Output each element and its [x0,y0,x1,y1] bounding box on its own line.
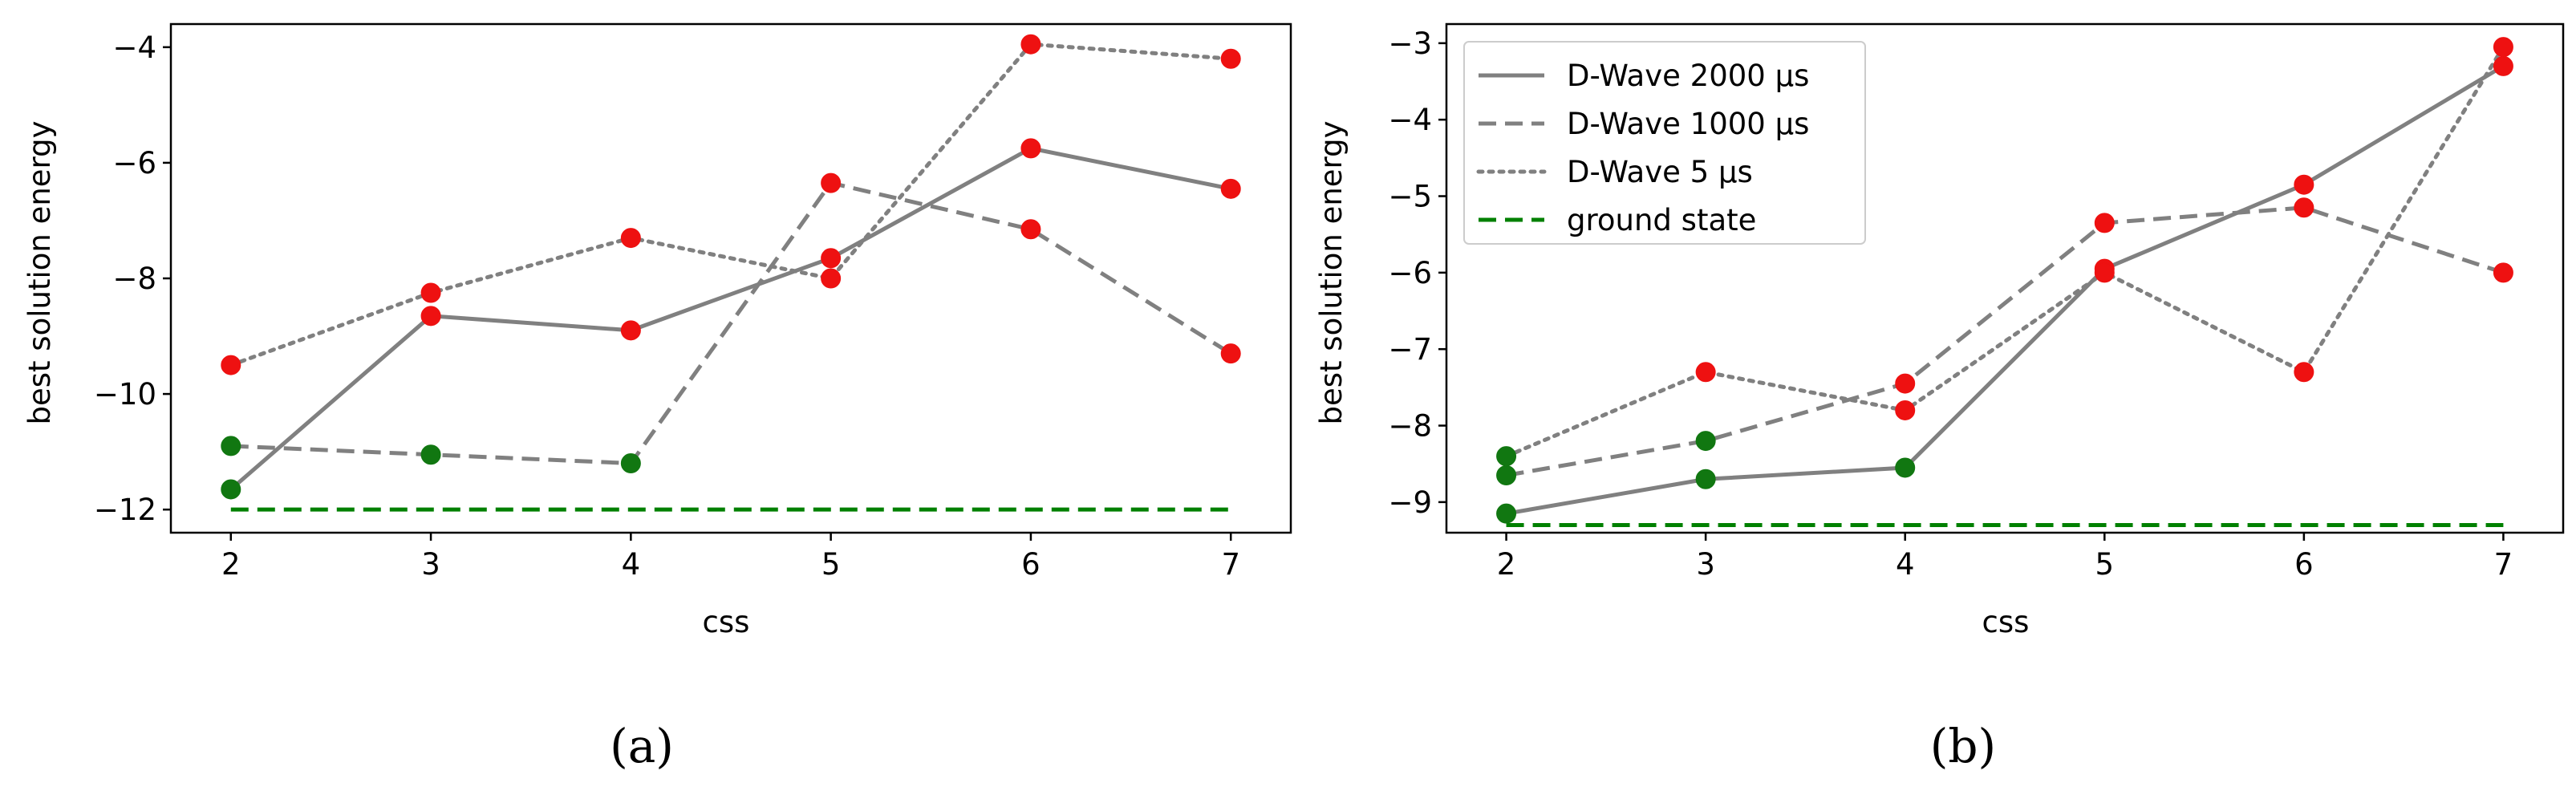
x-tick-label: 5 [2095,547,2115,582]
x-tick-label: 6 [2294,547,2314,582]
data-point-red [2094,262,2115,283]
data-point-red [1020,219,1041,240]
data-point-red [2294,362,2314,383]
data-point-red [2294,174,2314,195]
x-tick-label: 3 [1696,547,1715,582]
data-point-green [1695,431,1716,452]
data-point-red [1895,400,1916,420]
data-point-green [1496,464,1517,485]
series-line-solid [1506,64,2505,516]
y-tick-label: −10 [94,377,156,412]
data-point-red [420,306,441,327]
data-point-red [1220,178,1241,199]
x-tick-label: 2 [1497,547,1516,582]
legend-label: ground state [1567,203,1756,237]
data-point-red [2094,213,2115,233]
data-point-green [1496,503,1517,524]
x-tick-label: 4 [1896,547,1915,582]
x-tick-label: 7 [1221,547,1240,582]
data-point-red [2493,37,2513,58]
data-point-red [1895,373,1916,394]
legend-label: D-Wave 5 µs [1567,155,1753,189]
series-line-dashed [1506,205,2505,477]
y-tick-label: −3 [1388,26,1432,61]
x-tick-label: 2 [221,547,241,582]
x-tick-label: 4 [622,547,641,582]
data-point-green [620,453,641,474]
data-point-red [821,172,842,193]
series-line-dashed [230,181,1232,466]
data-point-red [2294,197,2314,218]
y-tick-label: −9 [1388,485,1432,520]
data-point-red [821,248,842,269]
data-point-green [1496,446,1517,467]
y-tick-label: −6 [112,146,156,181]
legend-label: D-Wave 1000 µs [1567,107,1809,141]
data-point-green [221,479,241,500]
legend-box [1463,41,1866,245]
data-point-red [1020,34,1041,55]
data-point-green [221,436,241,456]
x-axis-label-a: css [703,605,750,639]
data-point-red [620,228,641,249]
caption-a: (a) [610,719,674,773]
chart-panel-a: best solution energy css (a) 2 3 4 5 6 7 −12 −1… [22,22,1292,773]
data-point-red [1220,48,1241,69]
x-tick-label: 6 [1021,547,1041,582]
series-line-solid [229,146,1231,491]
series-line-dotted [1504,45,2505,459]
data-point-green [1695,469,1716,489]
x-tick-label: 7 [2494,547,2513,582]
x-tick-label: 3 [421,547,440,582]
series-line-dotted [229,42,1233,367]
data-point-green [420,444,441,465]
data-point-red [420,282,441,303]
y-tick-label: −8 [1388,409,1432,444]
x-tick-label: 5 [821,547,841,582]
x-axis-label-b: css [1982,605,2030,639]
plot-frame [1445,22,2565,534]
y-tick-label: −12 [94,493,156,527]
data-point-red [1220,343,1241,364]
data-point-red [821,268,842,289]
data-point-red [2493,262,2513,283]
y-axis-label-a: best solution energy [22,121,57,425]
y-tick-label: −6 [1388,256,1432,290]
y-axis-label-b: best solution energy [1314,121,1349,425]
data-point-red [221,355,241,375]
y-tick-label: −4 [1388,103,1432,137]
data-point-red [1020,138,1041,159]
chart-panel-b: best solution energy css (b) 2 3 4 5 6 7 −9 −8 −… [1314,22,2565,773]
plot-frame [169,22,1292,534]
y-tick-label: −5 [1388,180,1432,214]
legend: D-Wave 2000 µs D-Wave 1000 µs D-Wave 5 µs g… [1463,41,1866,245]
caption-b: (b) [1930,719,1996,773]
legend-label: D-Wave 2000 µs [1567,59,1809,93]
data-point-red [2493,55,2513,76]
y-tick-label: −7 [1388,332,1432,367]
data-point-red [620,320,641,341]
data-point-red [1695,362,1716,383]
data-point-green [1895,457,1916,478]
y-tick-label: −8 [112,262,156,296]
y-tick-label: −4 [112,30,156,65]
